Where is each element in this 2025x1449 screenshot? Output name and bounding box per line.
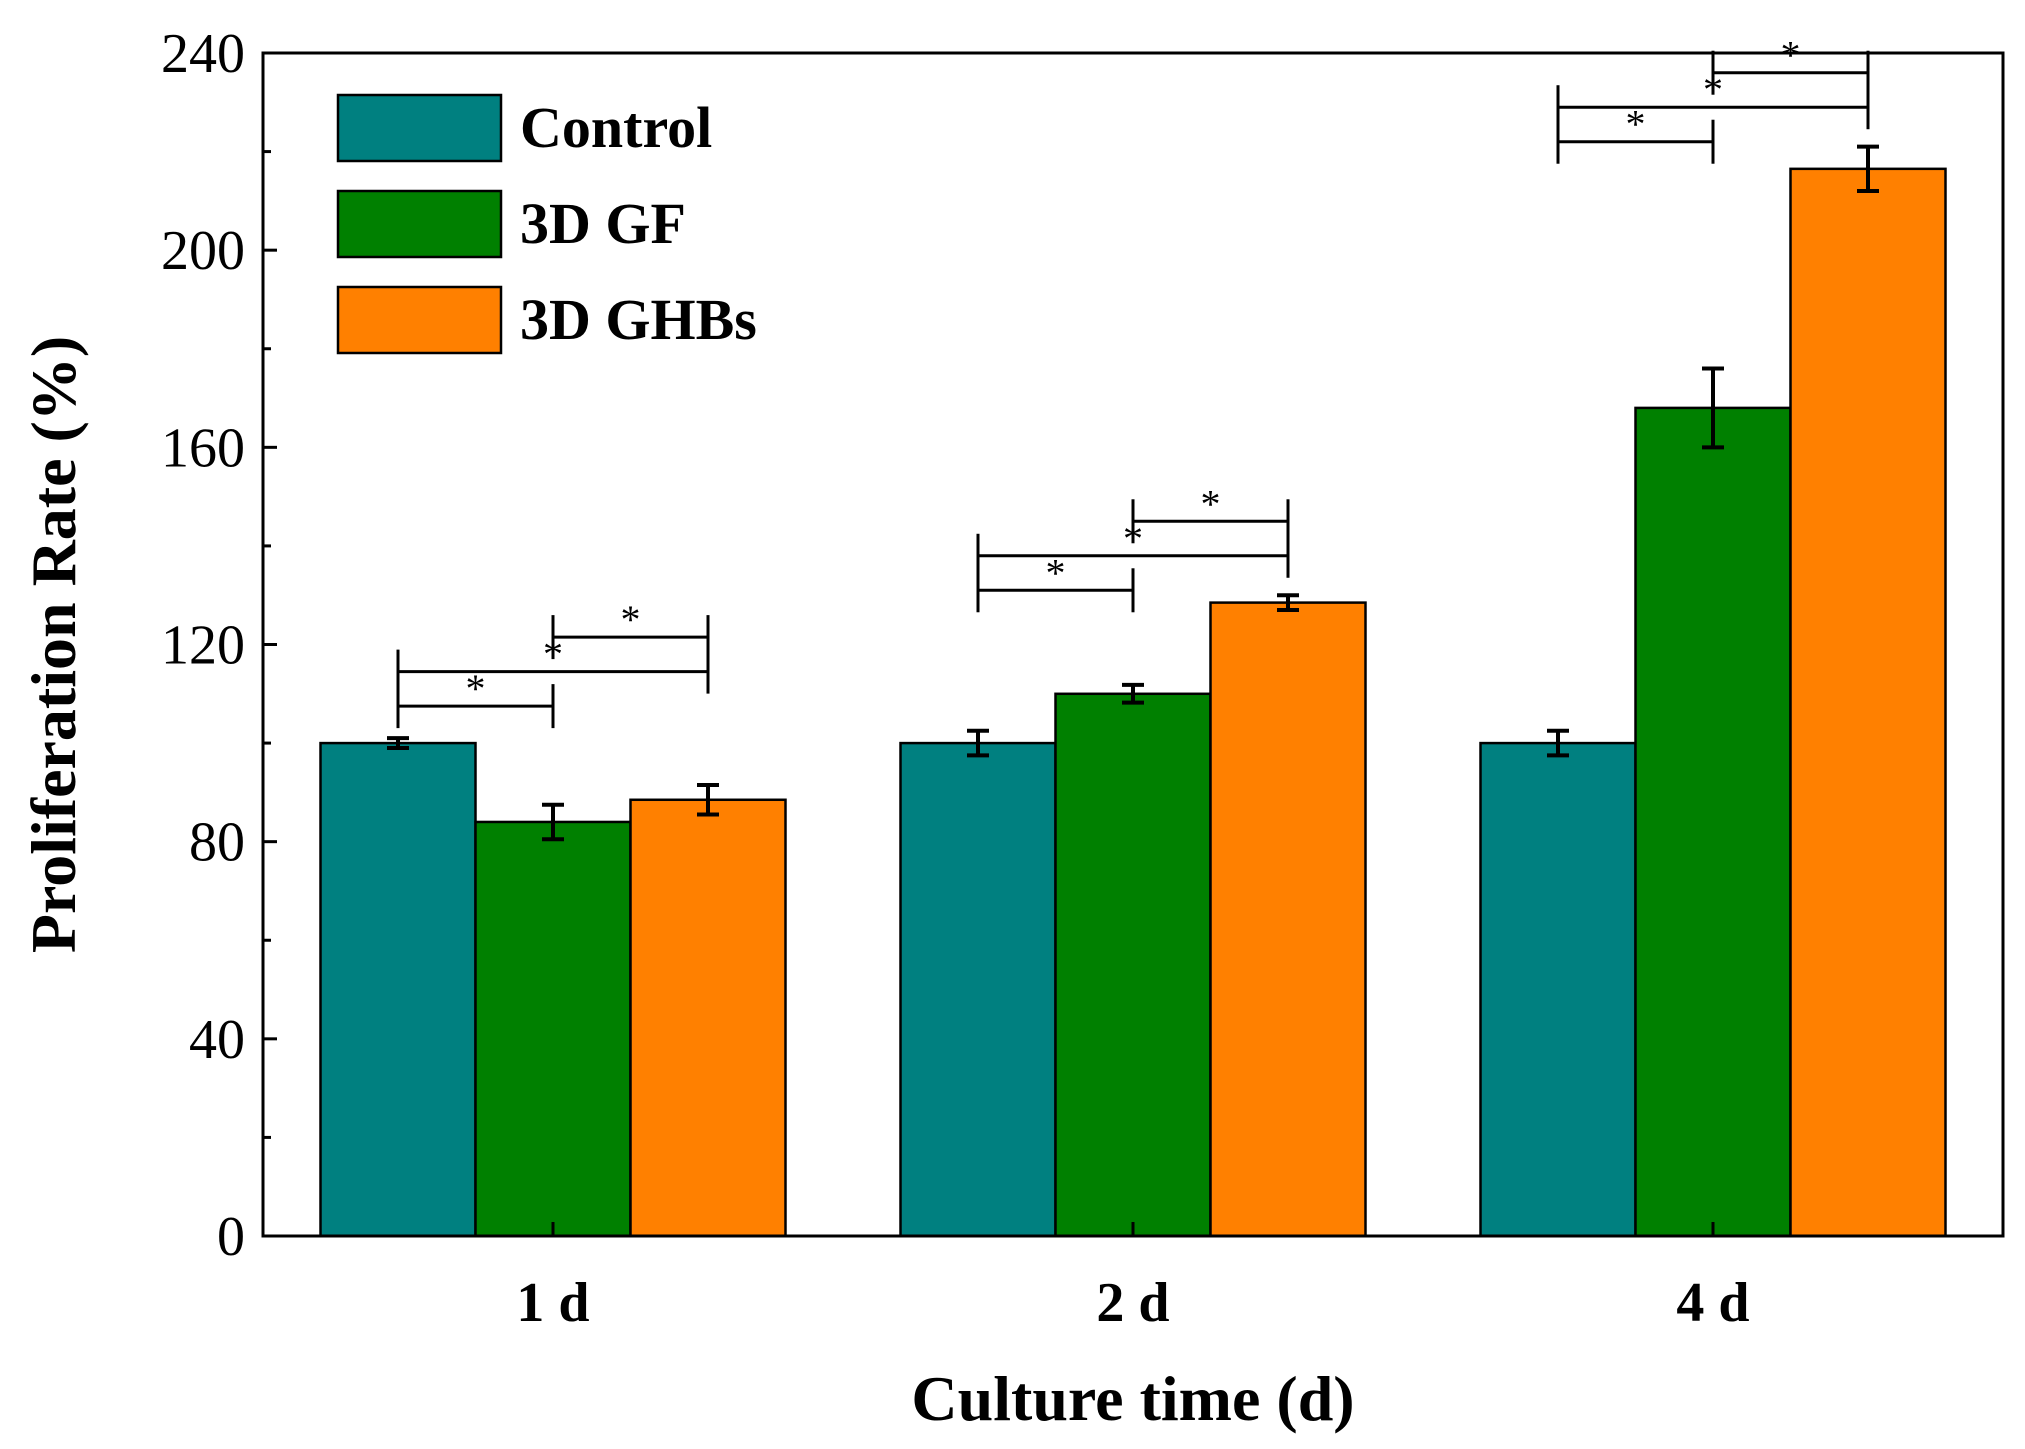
y-tick-label: 0 <box>217 1206 245 1268</box>
significance-bracket <box>1711 50 1870 95</box>
error-bar <box>542 802 564 842</box>
legend-label: 3D GF <box>520 191 686 256</box>
error-bar <box>697 782 719 817</box>
error-bar <box>387 736 409 751</box>
legend-swatch-3d-ghbs <box>336 285 503 355</box>
significance-label: * <box>1201 481 1221 526</box>
significance-label: * <box>466 666 486 711</box>
significance-layer: ********* <box>396 33 1870 729</box>
legend: Control 3D GF 3D GHBs <box>336 93 757 355</box>
error-bar <box>1702 366 1724 450</box>
y-tick-label: 240 <box>161 23 245 85</box>
y-tick-label: 120 <box>161 615 245 677</box>
significance-label: * <box>621 597 641 642</box>
y-axis-title: Proliferation Rate (%) <box>18 336 89 953</box>
y-tick-label: 80 <box>189 812 245 874</box>
legend-swatch-3d-gf <box>336 189 503 259</box>
significance-bracket <box>551 615 710 660</box>
legend-swatch-control <box>336 93 503 163</box>
bar-3d-gf-1d <box>474 820 632 1238</box>
bar-3d-ghbs-4d <box>1789 167 1947 1238</box>
x-tick-label: 2 d <box>1096 1272 1169 1334</box>
bar-control-2d <box>899 741 1057 1238</box>
significance-label: * <box>1781 33 1801 78</box>
significance-label: * <box>1626 102 1646 147</box>
legend-label: Control <box>520 95 712 160</box>
bar-3d-gf-4d <box>1634 406 1792 1238</box>
bar-control-1d <box>319 741 477 1238</box>
legend-label: 3D GHBs <box>520 287 757 352</box>
error-bar <box>1277 593 1299 612</box>
error-bar <box>1857 144 1879 194</box>
significance-label: * <box>1046 550 1066 595</box>
significance-bracket <box>1131 499 1290 544</box>
error-bars-layer <box>387 144 1879 842</box>
bar-3d-ghbs-2d <box>1209 601 1367 1238</box>
y-tick-label: 160 <box>161 417 245 479</box>
bar-3d-gf-2d <box>1054 692 1212 1238</box>
error-bar <box>1547 728 1569 758</box>
axes-layer: 0 40 80 120 160 200 240 1 d 2 d 4 d <box>161 23 1750 1334</box>
bars-layer <box>319 167 1947 1238</box>
y-tick-label: 40 <box>189 1009 245 1071</box>
x-tick-label: 1 d <box>516 1272 589 1334</box>
bar-3d-ghbs-1d <box>629 798 787 1238</box>
error-bar <box>967 728 989 758</box>
bar-control-4d <box>1479 741 1637 1238</box>
y-tick-label: 200 <box>161 220 245 282</box>
x-axis-title: Culture time (d) <box>911 1363 1354 1434</box>
x-tick-label: 4 d <box>1676 1272 1749 1334</box>
error-bar <box>1122 682 1144 705</box>
